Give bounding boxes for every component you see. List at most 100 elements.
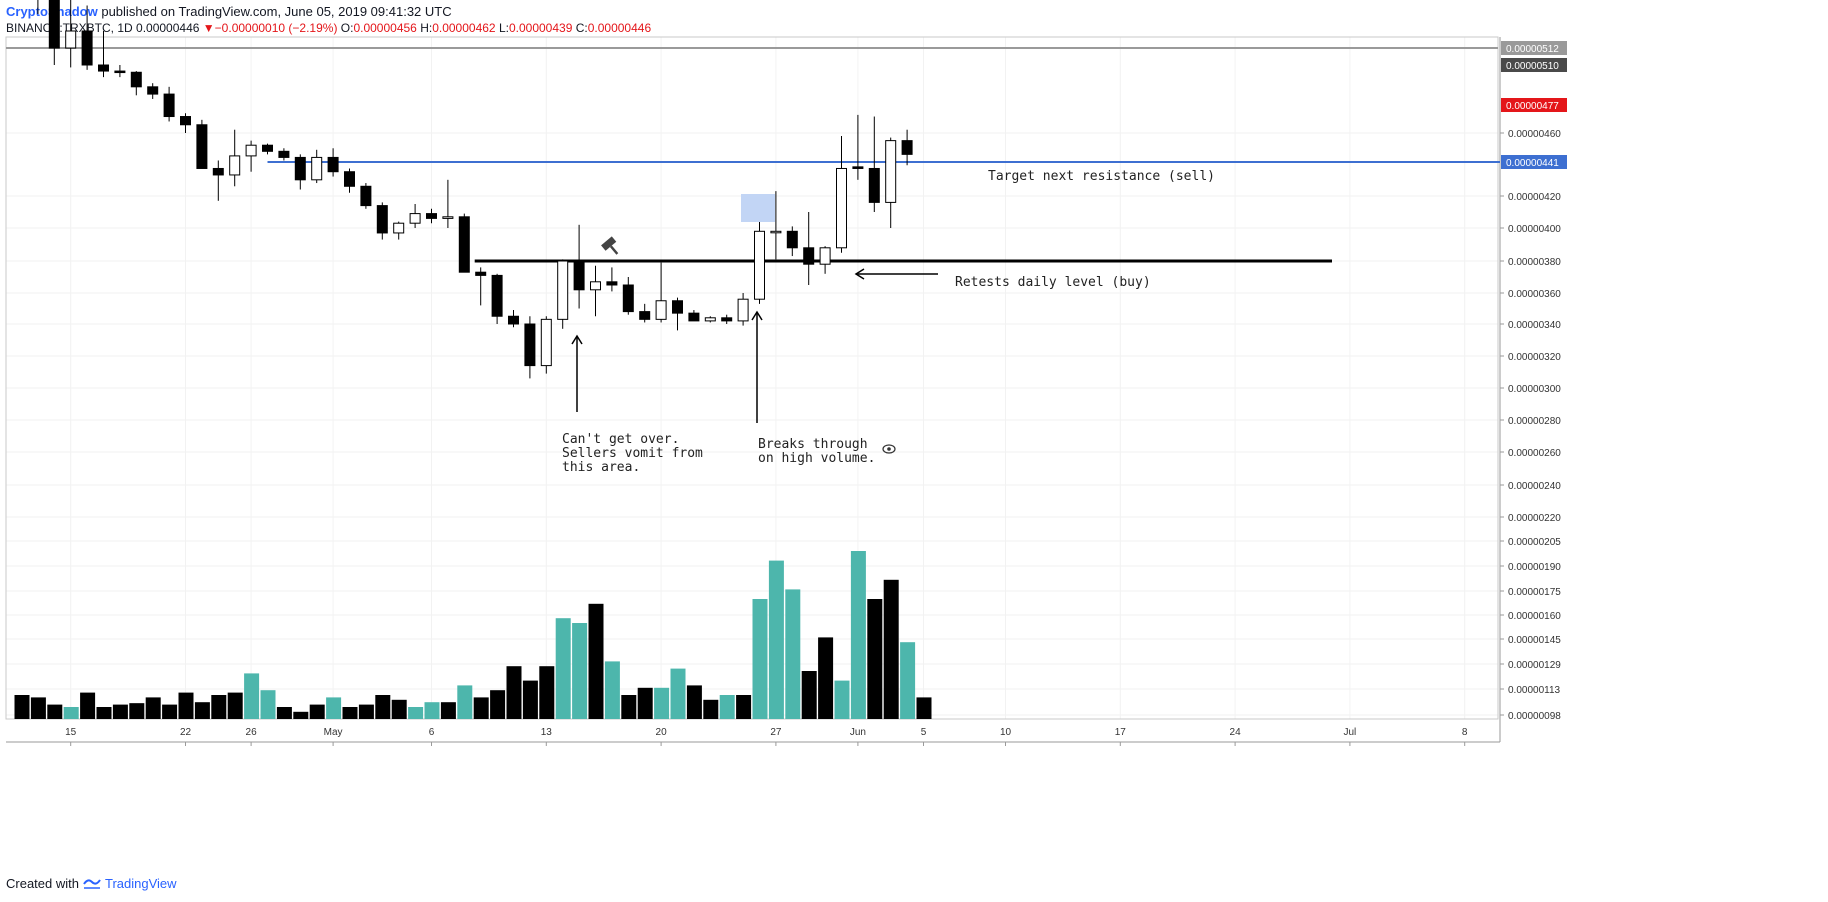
x-tick-label: 22	[180, 727, 192, 738]
candle-body	[196, 124, 208, 169]
annotation-text: this area.	[562, 460, 640, 475]
volume-bar	[375, 695, 391, 719]
published-text: published on TradingView.com, June 05, 2…	[97, 4, 452, 19]
horizontal-levels	[6, 47, 1500, 263]
volume-bar	[227, 692, 243, 719]
candle-body	[344, 171, 355, 187]
candle-body	[491, 274, 503, 317]
open-value: 0.00000456	[353, 21, 417, 35]
chart-frame	[5, 36, 1501, 743]
volume-bar	[47, 704, 63, 719]
created-with-label: Created with	[6, 876, 79, 891]
volume-bar	[129, 703, 145, 719]
gavel-head	[601, 236, 617, 251]
price-tag-label: 0.00000441	[1506, 158, 1559, 169]
volume-bar	[703, 699, 719, 719]
volume-bar	[900, 642, 916, 719]
candle-body	[901, 140, 913, 155]
volume-bars	[14, 551, 932, 719]
x-tick-label: 15	[65, 727, 77, 738]
volume-bar	[801, 671, 817, 719]
price-tag	[1501, 98, 1567, 112]
candle-body	[885, 140, 897, 203]
candle-body	[409, 213, 421, 224]
gavel-icon	[601, 236, 619, 255]
annotation-text: Breaks through	[758, 437, 868, 452]
volume-bar	[96, 707, 112, 719]
volume-bar	[818, 637, 834, 719]
y-tick-label: 0.00000300	[1508, 384, 1561, 395]
volume-bar	[112, 704, 128, 719]
price-tag-label: 0.00000477	[1506, 101, 1559, 112]
x-tick-label: 17	[1115, 727, 1127, 738]
volume-bar	[555, 618, 571, 719]
y-tick-label: 0.00000340	[1508, 320, 1561, 331]
y-tick-label: 0.00000360	[1508, 289, 1561, 300]
x-tick-label: 27	[770, 727, 782, 738]
candle-body	[770, 230, 782, 234]
candle-body	[81, 30, 93, 66]
tradingview-link[interactable]: TradingView	[104, 876, 177, 891]
close-value: 0.00000446	[587, 21, 652, 35]
candle-body	[212, 167, 224, 176]
x-tick-label: 24	[1230, 727, 1242, 738]
price-tag	[1501, 155, 1567, 169]
candle-body	[475, 271, 487, 276]
candle-body	[327, 156, 339, 173]
volume-bar	[572, 623, 588, 719]
y-tick-label: 0.00000400	[1508, 224, 1561, 235]
volume-bar	[80, 692, 96, 719]
volume-bar	[621, 695, 637, 719]
candle-body	[393, 222, 405, 234]
candle-body	[426, 213, 437, 219]
volume-bar	[736, 695, 752, 719]
candle-body	[688, 312, 700, 322]
down-triangle-icon: ▼	[202, 21, 215, 35]
candle-body	[458, 216, 470, 273]
volume-bar	[539, 666, 555, 719]
candle-body	[606, 281, 618, 286]
volume-bar	[670, 668, 686, 719]
y-tick-label: 0.00000145	[1508, 635, 1561, 646]
x-tick-label: 6	[429, 727, 435, 738]
candle-body	[573, 260, 585, 291]
price-axis: 0.00000460 0.00000420 0.00000400 0.00000380…	[1500, 41, 1567, 722]
candle-body	[655, 300, 667, 320]
price-change: −0.00000010 (−2.19%)	[214, 21, 338, 35]
candle-body	[376, 205, 388, 234]
x-tick-label: 8	[1462, 727, 1468, 738]
candle-body	[737, 298, 749, 322]
candle-body	[65, 30, 77, 49]
volume-bar	[522, 680, 538, 719]
candle-body	[294, 156, 306, 181]
close-label: C:	[575, 21, 588, 35]
high-value: 0.00000462	[432, 21, 496, 35]
volume-bar	[391, 699, 407, 719]
volume-bar	[604, 661, 620, 719]
x-tick-label: 5	[921, 727, 927, 738]
volume-bar	[883, 579, 899, 719]
annotation-text: Retests daily level (buy)	[955, 275, 1151, 290]
candle-body	[48, 0, 60, 49]
volume-bar	[145, 697, 161, 719]
low-value: 0.00000439	[508, 21, 573, 35]
volume-bar	[850, 551, 866, 719]
y-tick-label: 0.00000280	[1508, 416, 1561, 427]
time-axis: 15 22 26 May 6 13 20 27 Jun 5 10 17 24 Jul 8	[65, 727, 1468, 746]
x-tick-label: Jul	[1344, 727, 1357, 738]
volume-bar	[342, 707, 358, 719]
price-tag-label: 0.00000512	[1506, 44, 1559, 55]
candle-body	[180, 116, 191, 126]
volume-bar	[916, 697, 932, 719]
candle-body	[508, 315, 519, 325]
volume-bar	[63, 707, 79, 719]
y-tick-label: 0.00000380	[1508, 257, 1561, 268]
volume-bar	[473, 697, 489, 719]
footer: Created with TradingView	[6, 876, 177, 891]
annotation-text: Target next resistance (sell)	[988, 169, 1215, 184]
volume-bar	[752, 599, 768, 719]
y-tick-label: 0.00000175	[1508, 587, 1561, 598]
chart-grid	[6, 37, 1498, 719]
candle-body	[524, 323, 536, 367]
